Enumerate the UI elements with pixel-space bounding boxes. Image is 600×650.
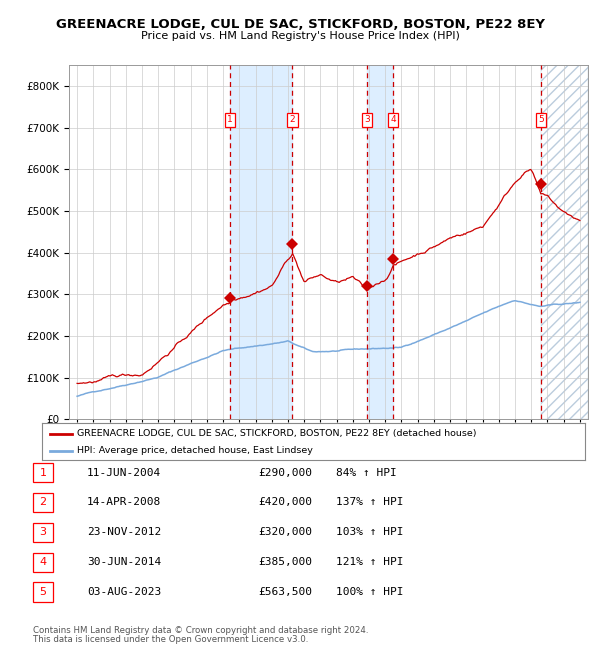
Text: 4: 4 <box>40 557 46 567</box>
Text: GREENACRE LODGE, CUL DE SAC, STICKFORD, BOSTON, PE22 8EY: GREENACRE LODGE, CUL DE SAC, STICKFORD, … <box>56 18 545 31</box>
Text: GREENACRE LODGE, CUL DE SAC, STICKFORD, BOSTON, PE22 8EY (detached house): GREENACRE LODGE, CUL DE SAC, STICKFORD, … <box>77 429 477 438</box>
Bar <box>367 65 394 419</box>
Text: £320,000: £320,000 <box>258 527 312 538</box>
Text: 100% ↑ HPI: 100% ↑ HPI <box>336 587 404 597</box>
Text: £385,000: £385,000 <box>258 557 312 567</box>
Text: 5: 5 <box>40 587 46 597</box>
Text: 3: 3 <box>364 116 370 124</box>
Bar <box>230 65 292 419</box>
Text: Contains HM Land Registry data © Crown copyright and database right 2024.: Contains HM Land Registry data © Crown c… <box>33 626 368 635</box>
Text: 03-AUG-2023: 03-AUG-2023 <box>87 587 161 597</box>
Text: £420,000: £420,000 <box>258 497 312 508</box>
Text: 103% ↑ HPI: 103% ↑ HPI <box>336 527 404 538</box>
Text: Price paid vs. HM Land Registry's House Price Index (HPI): Price paid vs. HM Land Registry's House … <box>140 31 460 41</box>
Text: 23-NOV-2012: 23-NOV-2012 <box>87 527 161 538</box>
Text: 11-JUN-2004: 11-JUN-2004 <box>87 467 161 478</box>
Text: 121% ↑ HPI: 121% ↑ HPI <box>336 557 404 567</box>
Text: This data is licensed under the Open Government Licence v3.0.: This data is licensed under the Open Gov… <box>33 635 308 644</box>
Text: 2: 2 <box>40 497 46 508</box>
Text: 3: 3 <box>40 527 46 538</box>
Text: 2: 2 <box>290 116 295 124</box>
Text: 137% ↑ HPI: 137% ↑ HPI <box>336 497 404 508</box>
Text: 1: 1 <box>227 116 233 124</box>
Text: HPI: Average price, detached house, East Lindsey: HPI: Average price, detached house, East… <box>77 447 313 456</box>
Text: 84% ↑ HPI: 84% ↑ HPI <box>336 467 397 478</box>
Text: 14-APR-2008: 14-APR-2008 <box>87 497 161 508</box>
Text: 30-JUN-2014: 30-JUN-2014 <box>87 557 161 567</box>
Text: 1: 1 <box>40 467 46 478</box>
Bar <box>541 65 588 419</box>
Text: 4: 4 <box>391 116 396 124</box>
Text: 5: 5 <box>538 116 544 124</box>
Text: £563,500: £563,500 <box>258 587 312 597</box>
Text: £290,000: £290,000 <box>258 467 312 478</box>
